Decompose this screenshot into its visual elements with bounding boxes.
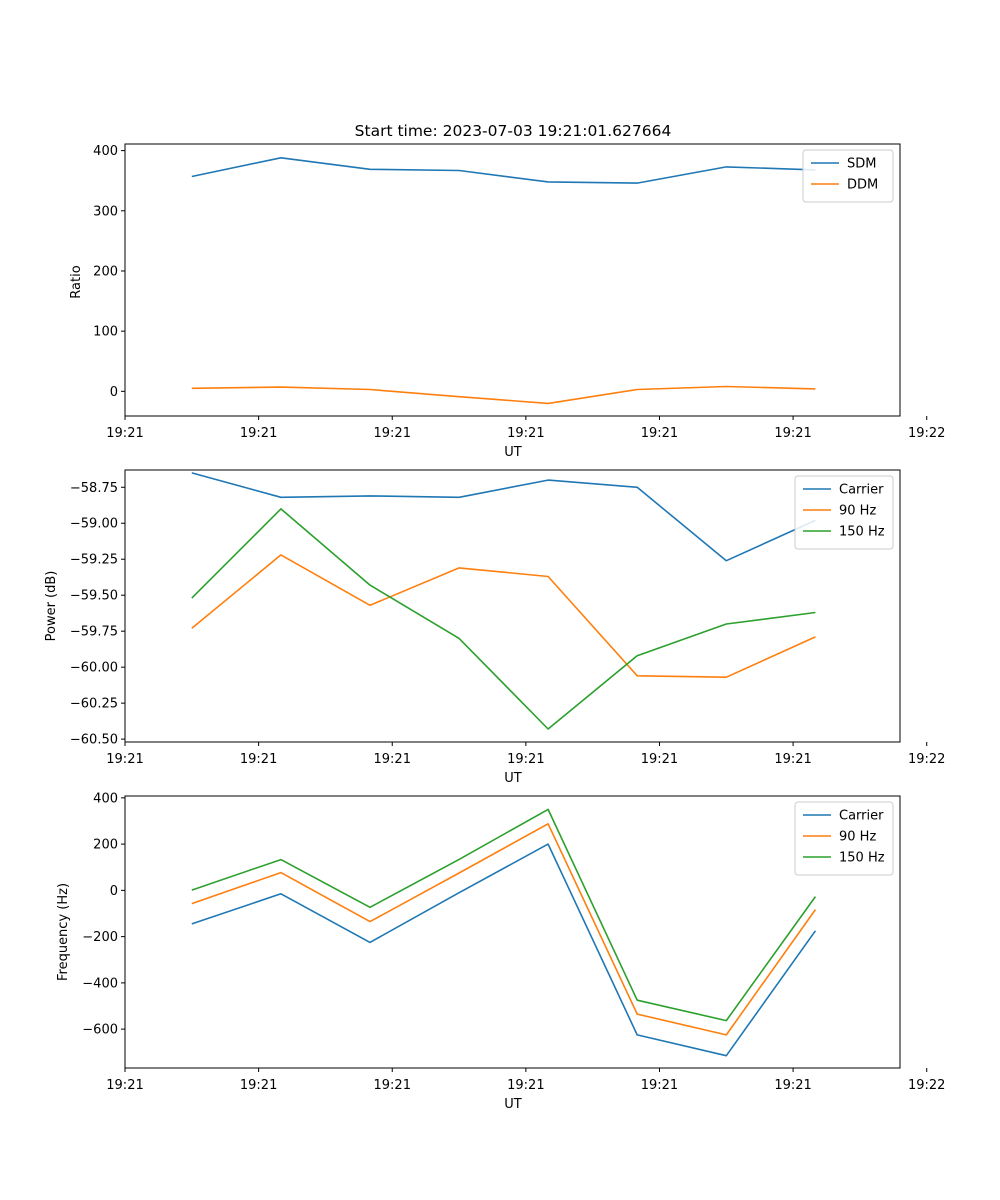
power-xtick-label: 19:21 xyxy=(507,752,544,767)
power-series-90-hz xyxy=(191,554,816,679)
power-ytick-label: −59.25 xyxy=(70,553,118,568)
power-ytick-label: −59.50 xyxy=(70,589,118,604)
power-ytick-label: −60.25 xyxy=(70,697,118,712)
ratio-xtick-label: 19:21 xyxy=(374,426,411,441)
frequency-ytick-label: 0 xyxy=(110,884,118,899)
frequency-xtick-label: 19:21 xyxy=(374,1078,411,1093)
ratio-xtick-label: 19:21 xyxy=(240,426,277,441)
power-xtick-label: 19:21 xyxy=(774,752,811,767)
power-series-150-hz xyxy=(191,508,816,730)
frequency-legend-label: 90 Hz xyxy=(839,830,876,845)
frequency-xlabel: UT xyxy=(504,1097,522,1112)
ratio-ytick-label: 100 xyxy=(93,325,118,340)
frequency-ytick-label: −600 xyxy=(82,1023,118,1038)
power-series-carrier xyxy=(191,472,816,562)
frequency-xtick-label: 19:21 xyxy=(774,1078,811,1093)
ratio-ylabel: Ratio xyxy=(69,265,84,298)
frequency-series-150-hz xyxy=(191,808,817,1022)
power-legend-label: Carrier xyxy=(839,483,884,498)
frequency-xtick-label: 19:21 xyxy=(240,1078,277,1093)
frequency-legend: Carrier 90 Hz 150 Hz xyxy=(794,801,894,876)
frequency-ytick-label: −200 xyxy=(82,930,118,945)
frequency-xtick-label: 19:22 xyxy=(908,1078,945,1093)
ratio-legend-label: SDM xyxy=(847,157,876,172)
power-xtick-label: 19:21 xyxy=(240,752,277,767)
ratio-xtick-label: 19:21 xyxy=(774,426,811,441)
power-ytick-label: −58.75 xyxy=(70,481,118,496)
power-xtick-label: 19:21 xyxy=(106,752,143,767)
ratio-legend: SDM DDM xyxy=(802,149,894,203)
frequency-xtick-label: 19:21 xyxy=(641,1078,678,1093)
power-legend: Carrier 90 Hz 150 Hz xyxy=(794,475,894,550)
power-legend-label: 150 Hz xyxy=(839,525,885,540)
ratio-ytick-label: 200 xyxy=(93,264,118,279)
ratio-xtick-label: 19:21 xyxy=(507,426,544,441)
ratio-xlabel: UT xyxy=(504,445,522,460)
power-ytick-label: −59.75 xyxy=(70,625,118,640)
power-ytick-label: −60.00 xyxy=(70,661,118,676)
frequency-series-90-hz xyxy=(191,822,817,1036)
power-xtick-label: 19:22 xyxy=(908,752,945,767)
ratio-ytick-label: 0 xyxy=(110,385,118,400)
ratio-xtick-label: 19:21 xyxy=(641,426,678,441)
frequency-ytick-label: 200 xyxy=(93,838,118,853)
power-ytick-label: −60.50 xyxy=(70,733,118,748)
ratio-series-sdm xyxy=(191,157,816,184)
frequency-axes-frame xyxy=(124,795,901,1069)
power-legend-label: 90 Hz xyxy=(839,504,876,519)
ratio-xtick-label: 19:21 xyxy=(106,426,143,441)
power-panel: −60.50 −60.25 −60.00 −59.75 −59.50 −59.25 −59.… xyxy=(44,469,945,786)
frequency-ylabel: Frequency (Hz) xyxy=(56,883,71,981)
ratio-ytick-label: 300 xyxy=(93,204,118,219)
ratio-xtick-label: 19:22 xyxy=(908,426,945,441)
power-xlabel: UT xyxy=(504,771,522,786)
ratio-ytick-label: 400 xyxy=(93,144,118,159)
power-ytick-label: −59.00 xyxy=(70,517,118,532)
power-xtick-label: 19:21 xyxy=(641,752,678,767)
ratio-series-ddm xyxy=(191,385,816,405)
frequency-series-carrier xyxy=(191,843,817,1057)
power-xtick-label: 19:21 xyxy=(374,752,411,767)
frequency-xtick-label: 19:21 xyxy=(507,1078,544,1093)
frequency-legend-label: Carrier xyxy=(839,809,884,824)
power-ylabel: Power (dB) xyxy=(44,571,59,642)
frequency-legend-label: 150 Hz xyxy=(839,851,885,866)
power-axes-frame xyxy=(124,469,901,743)
frequency-panel: −600 −400 −200 0 200 400 19:21 19:21 19:21 19:21 1… xyxy=(56,791,945,1112)
ratio-panel: 0 100 200 300 400 19:21 19:21 19:21 19:21 19:21 19… xyxy=(69,143,945,460)
figure-title: Start time: 2023-07-03 19:21:01.627664 xyxy=(355,122,672,140)
frequency-xtick-label: 19:21 xyxy=(106,1078,143,1093)
frequency-ytick-label: −400 xyxy=(82,976,118,991)
ratio-axes-frame xyxy=(124,143,901,417)
frequency-ytick-label: 400 xyxy=(93,791,118,806)
ratio-legend-label: DDM xyxy=(847,178,878,193)
